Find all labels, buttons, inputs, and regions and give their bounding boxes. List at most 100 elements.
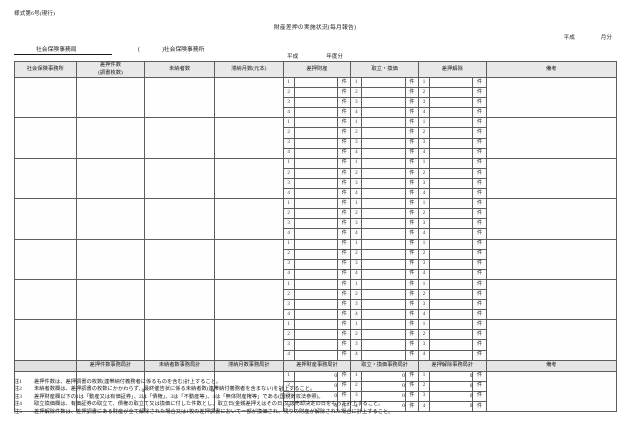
cell-seizure-release[interactable] bbox=[429, 268, 474, 280]
cell-collection-conversion[interactable] bbox=[361, 97, 406, 109]
cell-collection-conversion[interactable] bbox=[361, 288, 406, 301]
cell-seizure-count[interactable] bbox=[75, 238, 146, 280]
cell-seizure-release[interactable] bbox=[429, 208, 474, 220]
cell-seized-property[interactable] bbox=[293, 76, 339, 89]
cell-seized-property[interactable] bbox=[293, 349, 339, 361]
cell-office[interactable] bbox=[14, 198, 77, 240]
cell-seizure-release[interactable] bbox=[429, 218, 474, 230]
cell-delinquent-months[interactable] bbox=[213, 198, 284, 240]
cell-seized-property[interactable] bbox=[293, 97, 339, 109]
cell-delinquent-months[interactable] bbox=[213, 117, 284, 159]
cell-seizure-release[interactable] bbox=[429, 117, 474, 129]
cell-collection-conversion[interactable] bbox=[361, 278, 406, 290]
cell-seized-property[interactable] bbox=[293, 288, 339, 301]
cell-collection-conversion[interactable] bbox=[361, 127, 406, 139]
cell-seized-property[interactable] bbox=[293, 268, 339, 280]
cell-collection-conversion[interactable] bbox=[361, 208, 406, 220]
cell-unpaid-persons[interactable] bbox=[144, 319, 215, 361]
cell-collection-conversion[interactable] bbox=[361, 137, 406, 149]
cell-unpaid-persons[interactable] bbox=[144, 157, 215, 200]
cell-collection-conversion[interactable] bbox=[361, 87, 406, 99]
cell-seizure-release[interactable] bbox=[429, 97, 474, 109]
cell-collection-conversion[interactable] bbox=[361, 238, 406, 250]
cell-collection-conversion[interactable] bbox=[361, 228, 406, 240]
cell-seized-property[interactable] bbox=[293, 228, 339, 240]
cell-unpaid-persons[interactable] bbox=[144, 198, 215, 240]
cell-seized-property[interactable] bbox=[293, 167, 339, 179]
cell-seizure-release[interactable] bbox=[429, 198, 474, 210]
cell-office[interactable] bbox=[14, 157, 77, 200]
cell-collection-conversion[interactable] bbox=[361, 329, 406, 341]
cell-office[interactable] bbox=[14, 278, 77, 321]
cell-seizure-release[interactable] bbox=[429, 107, 474, 119]
cell-delinquent-months[interactable] bbox=[213, 278, 284, 321]
bureau-field[interactable]: 社会保険事務局 bbox=[14, 44, 112, 55]
cell-seized-property[interactable] bbox=[293, 299, 339, 311]
cell-collection-conversion[interactable] bbox=[361, 319, 406, 331]
cell-seizure-release[interactable] bbox=[429, 188, 474, 200]
cell-seized-property[interactable] bbox=[293, 329, 339, 341]
cell-seizure-release[interactable] bbox=[429, 339, 474, 351]
cell-collection-conversion[interactable] bbox=[361, 339, 406, 351]
cell-remarks[interactable] bbox=[485, 198, 618, 240]
cell-seized-property[interactable] bbox=[293, 177, 339, 190]
cell-seized-property[interactable] bbox=[293, 258, 339, 270]
cell-seized-property[interactable] bbox=[293, 117, 339, 129]
cell-seizure-release[interactable] bbox=[429, 349, 474, 361]
cell-collection-conversion[interactable] bbox=[361, 349, 406, 361]
cell-collection-conversion[interactable] bbox=[361, 167, 406, 179]
cell-seizure-release[interactable] bbox=[429, 238, 474, 250]
cell-seized-property[interactable] bbox=[293, 339, 339, 351]
cell-collection-conversion[interactable] bbox=[361, 198, 406, 210]
cell-seizure-release[interactable] bbox=[429, 248, 474, 260]
cell-seizure-count[interactable] bbox=[75, 319, 146, 361]
cell-seized-property[interactable] bbox=[293, 278, 339, 290]
cell-seizure-count[interactable] bbox=[75, 278, 146, 321]
cell-seized-property[interactable] bbox=[293, 147, 339, 159]
cell-seizure-count[interactable] bbox=[75, 198, 146, 240]
cell-office[interactable] bbox=[14, 117, 77, 159]
cell-seized-property[interactable] bbox=[293, 319, 339, 331]
cell-seizure-release[interactable] bbox=[429, 278, 474, 290]
cell-remarks[interactable] bbox=[485, 238, 618, 280]
cell-delinquent-months[interactable] bbox=[213, 238, 284, 280]
cell-collection-conversion[interactable] bbox=[361, 76, 406, 89]
cell-seizure-release[interactable] bbox=[429, 127, 474, 139]
cell-remarks[interactable] bbox=[485, 278, 618, 321]
cell-collection-conversion[interactable] bbox=[361, 299, 406, 311]
cell-remarks[interactable] bbox=[485, 319, 618, 361]
cell-remarks[interactable] bbox=[485, 76, 618, 119]
cell-seizure-release[interactable] bbox=[429, 319, 474, 331]
cell-seizure-release[interactable] bbox=[429, 258, 474, 270]
cell-collection-conversion[interactable] bbox=[361, 218, 406, 230]
cell-seizure-release[interactable] bbox=[429, 329, 474, 341]
cell-seizure-release[interactable] bbox=[429, 137, 474, 149]
cell-seizure-release[interactable] bbox=[429, 309, 474, 321]
cell-seized-property[interactable] bbox=[293, 87, 339, 99]
cell-office[interactable] bbox=[14, 319, 77, 361]
cell-seized-property[interactable] bbox=[293, 137, 339, 149]
cell-office[interactable] bbox=[14, 76, 77, 119]
cell-remarks[interactable] bbox=[485, 157, 618, 200]
cell-seized-property[interactable] bbox=[293, 218, 339, 230]
cell-unpaid-persons[interactable] bbox=[144, 117, 215, 159]
cell-seized-property[interactable] bbox=[293, 238, 339, 250]
